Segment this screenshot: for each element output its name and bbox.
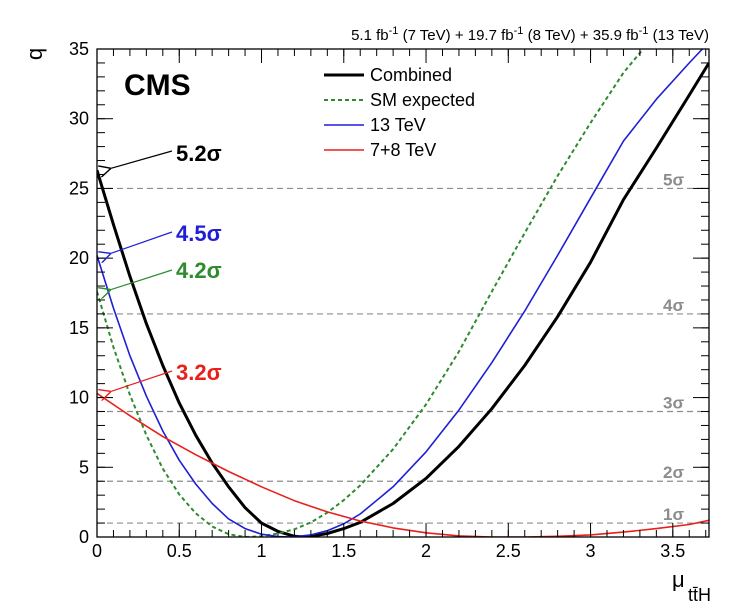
legend-label-1: SM expected (370, 90, 475, 110)
significance-label-3: 3.2σ (176, 360, 222, 385)
x-tick-label-1: 0.5 (167, 541, 192, 561)
significance-arrow-2 (111, 269, 173, 290)
significance-arrow-1 (111, 231, 173, 253)
y-axis-title: q (22, 48, 47, 60)
significance-label-1: 4.5σ (176, 221, 222, 246)
significance-label-0: 5.2σ (176, 141, 222, 166)
series-line-13-tev (97, 49, 703, 537)
legend-label-2: 13 TeV (370, 115, 426, 135)
significance-arrow-0 (111, 150, 173, 168)
sigma-level-label-4: 4σ (663, 296, 684, 315)
x-tick-label-2: 1 (257, 541, 267, 561)
y-tick-label-7: 35 (69, 39, 89, 59)
x-tick-label-5: 2.5 (496, 541, 521, 561)
x-tick-label-7: 3.5 (660, 541, 685, 561)
sigma-level-label-5: 5σ (663, 170, 684, 189)
significance-arrow-3 (111, 370, 173, 391)
y-tick-label-6: 30 (69, 109, 89, 129)
y-tick-label-5: 25 (69, 178, 89, 198)
x-tick-label-0: 0 (92, 541, 102, 561)
x-tick-label-4: 2 (421, 541, 431, 561)
x-axis-title-subscript: tt̄H (688, 585, 711, 605)
x-axis-title: μ tt̄H (672, 567, 711, 605)
x-tick-label-3: 1.5 (331, 541, 356, 561)
y-tick-label-3: 15 (69, 318, 89, 338)
y-tick-label-4: 20 (69, 248, 89, 268)
series-line-sm-expected (97, 49, 644, 537)
significance-label-2: 4.2σ (176, 258, 222, 283)
sigma-level-label-3: 3σ (663, 394, 684, 413)
y-tick-label-0: 0 (79, 527, 89, 547)
legend-label-3: 7+8 TeV (370, 140, 436, 160)
x-tick-label-6: 3 (586, 541, 596, 561)
luminosity-label: 5.1 fb-1 (7 TeV) + 19.7 fb-1 (8 TeV) + 3… (351, 25, 709, 44)
plot-frame (96, 48, 710, 538)
sigma-level-label-2: 2σ (663, 463, 684, 482)
series-line-7-8-tev (97, 392, 709, 537)
legend: Combined SM expected 13 TeV 7+8 TeV (324, 65, 475, 160)
y-tick-label-2: 10 (69, 388, 89, 408)
experiment-label: CMS (124, 69, 191, 102)
x-axis-title-main: μ (672, 567, 685, 592)
y-tick-label-1: 5 (79, 457, 89, 477)
sigma-level-label-1: 1σ (663, 505, 684, 524)
plot-area: 1σ 2σ 3σ 4σ 5σ 0 0.5 1 1.5 2 2.5 3 3.5 0 5 10 15 20 25 30 35… (69, 39, 710, 561)
legend-label-0: Combined (370, 65, 452, 85)
